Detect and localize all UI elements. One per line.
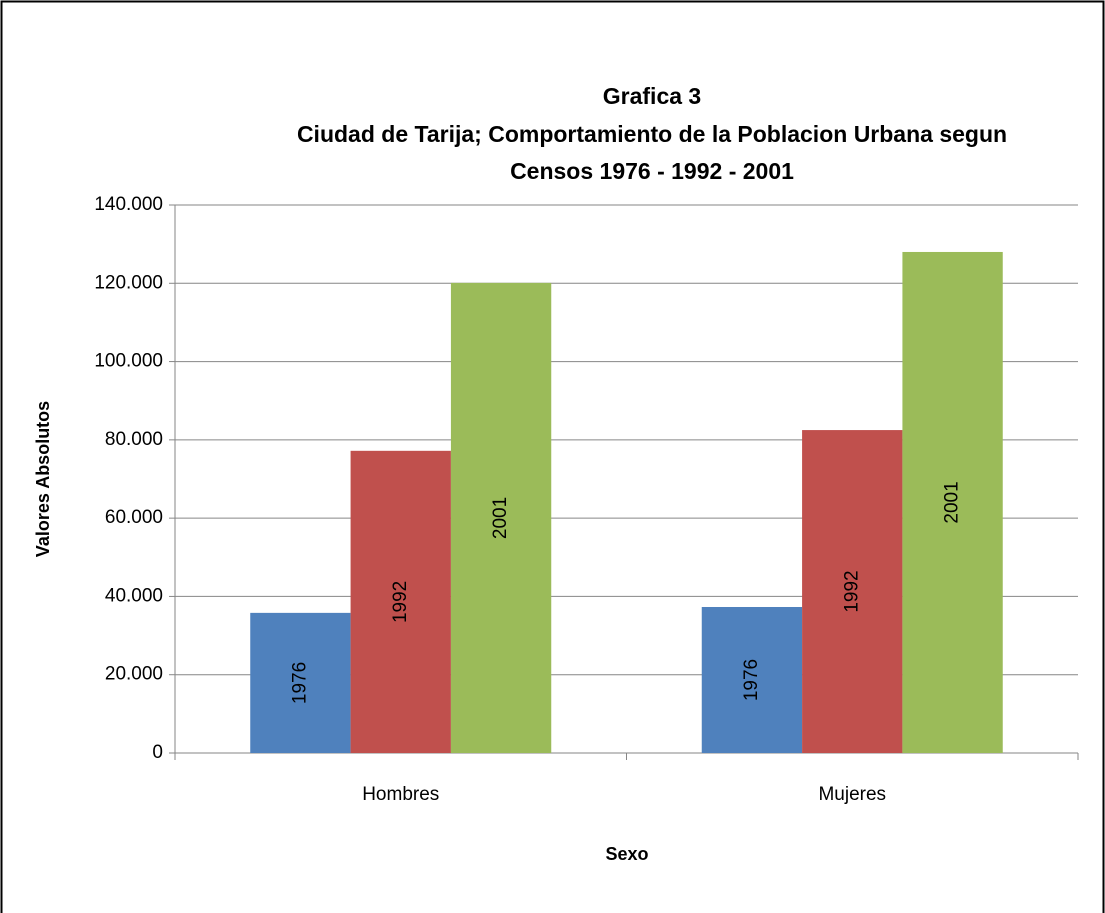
bar-label: 2001 bbox=[942, 481, 963, 523]
bar bbox=[902, 251, 1003, 753]
y-tick-label: 100.000 bbox=[94, 351, 163, 372]
bar-label: 1976 bbox=[741, 659, 762, 701]
bar-label: 2001 bbox=[490, 497, 511, 539]
bar bbox=[450, 282, 552, 753]
x-tick-label: Mujeres bbox=[818, 784, 886, 805]
y-tick-label: 120.000 bbox=[94, 272, 163, 293]
bar bbox=[701, 606, 803, 753]
chart-title: Grafica 3 bbox=[603, 83, 701, 109]
bar-label: 1992 bbox=[841, 570, 862, 612]
y-tick-label: 40.000 bbox=[105, 585, 163, 606]
x-axis-label: Sexo bbox=[605, 844, 648, 864]
y-tick-label: 0 bbox=[152, 742, 163, 763]
chart-title: Ciudad de Tarija; Comportamiento de la P… bbox=[297, 121, 1007, 147]
y-tick-label: 140.000 bbox=[94, 194, 163, 215]
y-tick-label: 60.000 bbox=[105, 507, 163, 528]
bar-label: 1992 bbox=[390, 581, 411, 623]
x-tick-label: Hombres bbox=[362, 784, 439, 805]
bar bbox=[350, 450, 451, 753]
y-tick-label: 80.000 bbox=[105, 429, 163, 450]
bar bbox=[250, 612, 351, 753]
bar-label: 1976 bbox=[289, 662, 310, 704]
y-tick-label: 20.000 bbox=[105, 664, 163, 685]
chart-title: Censos 1976 - 1992 - 2001 bbox=[510, 158, 794, 184]
y-axis-label: Valores Absolutos bbox=[33, 401, 53, 557]
bar bbox=[802, 430, 903, 753]
